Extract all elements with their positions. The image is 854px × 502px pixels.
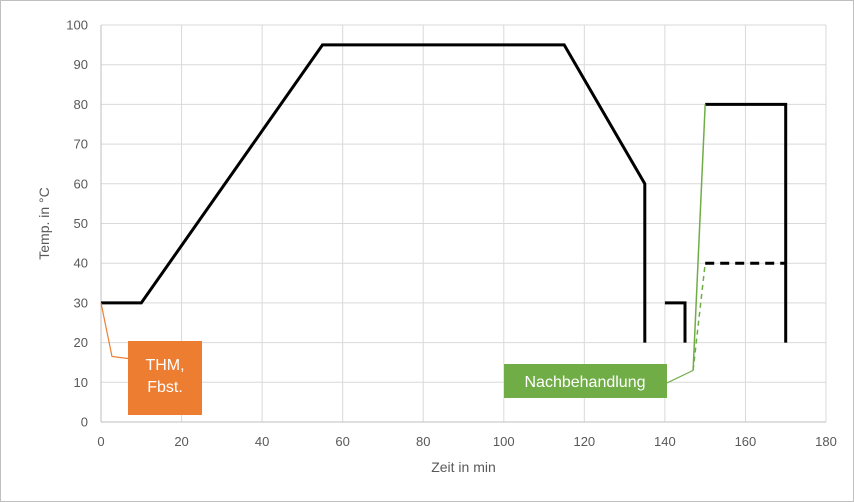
y-tick-label: 80 (74, 97, 88, 112)
annotation-label-2: Nachbehandlung (525, 374, 646, 391)
y-tick-label: 0 (81, 415, 88, 430)
y-tick-label: 20 (74, 335, 88, 350)
annotation-box-2 (504, 364, 667, 398)
y-tick-label: 30 (74, 295, 88, 310)
series-line-2 (664, 301, 687, 343)
y-tick-label: 90 (74, 57, 88, 72)
x-tick-label: 120 (573, 434, 595, 449)
x-tick-label: 20 (174, 434, 188, 449)
x-tick-label: 40 (255, 434, 269, 449)
y-tick-label: 60 (74, 176, 88, 191)
x-tick-label: 80 (416, 434, 430, 449)
series-line-1 (101, 43, 647, 343)
annotation-box-1 (128, 341, 202, 415)
x-tick-label: 180 (815, 434, 837, 449)
annotation-label-1: THM, (145, 357, 184, 374)
y-tick-label: 40 (74, 256, 88, 271)
annotations-layer: THM, Fbst. Nachbehandlung (100, 302, 694, 415)
x-tick-label: 0 (97, 434, 104, 449)
tick-labels: 0 10 20 30 40 50 60 70 80 90 100 0 20 40 60 80 100 120 140… (66, 18, 837, 450)
axes (100, 25, 826, 423)
x-axis-title: Zeit in min (431, 459, 496, 475)
annotation-label-1: Fbst. (147, 379, 183, 396)
x-tick-label: 140 (654, 434, 676, 449)
series-layer (101, 43, 788, 371)
y-tick-label: 10 (74, 375, 88, 390)
y-tick-label: 100 (66, 18, 88, 33)
annotation-leader-2 (666, 369, 694, 384)
x-tick-label: 100 (493, 434, 515, 449)
y-tick-label: 50 (74, 216, 88, 231)
x-tick-label: 160 (735, 434, 757, 449)
y-axis-title: Temp. in °C (36, 187, 52, 260)
gridlines (101, 24, 827, 422)
annotation-leader-1 (100, 302, 129, 360)
y-tick-label: 70 (74, 137, 88, 152)
series-line-5 (692, 104, 706, 371)
x-tick-label: 60 (335, 434, 349, 449)
